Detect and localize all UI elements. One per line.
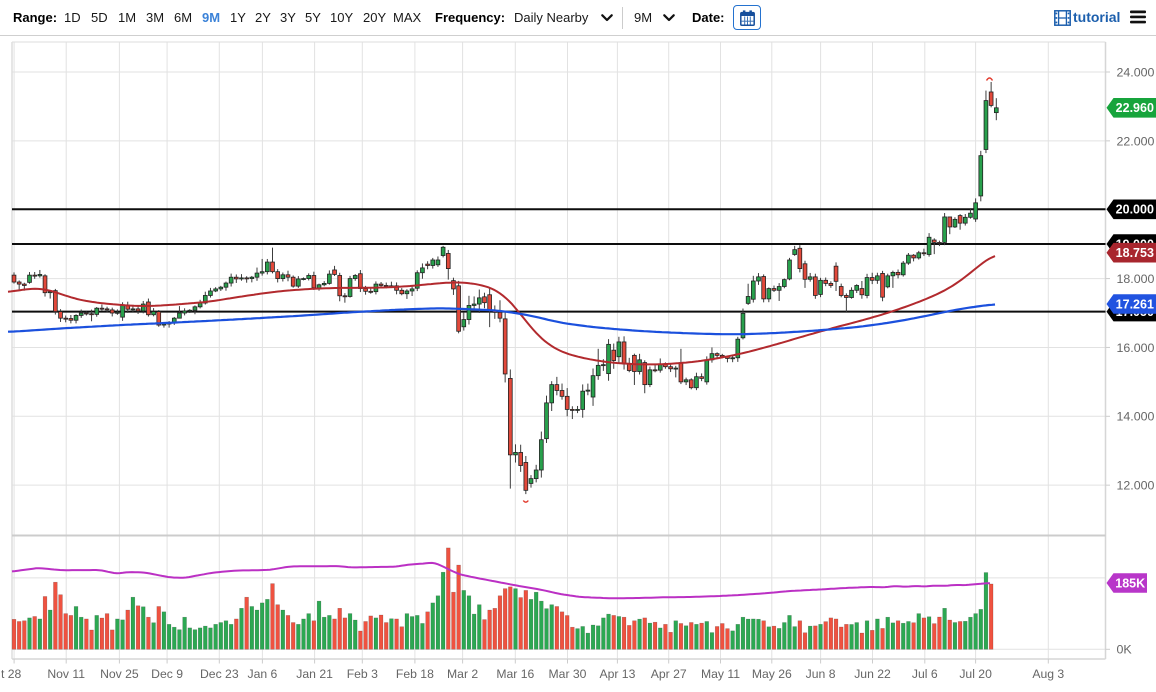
svg-text:16.000: 16.000: [1117, 341, 1155, 355]
svg-text:22.960: 22.960: [1116, 101, 1154, 115]
svg-text:Jul 6: Jul 6: [912, 667, 938, 681]
svg-text:Mar 16: Mar 16: [496, 667, 534, 681]
svg-text:May 11: May 11: [701, 667, 740, 681]
svg-text:18.753: 18.753: [1116, 246, 1154, 260]
svg-text:Mar 30: Mar 30: [549, 667, 587, 681]
svg-text:Jun 22: Jun 22: [854, 667, 891, 681]
svg-text:24.000: 24.000: [1117, 65, 1155, 79]
svg-text:17.261: 17.261: [1116, 297, 1154, 311]
svg-text:Jan 21: Jan 21: [296, 667, 333, 681]
svg-text:22.000: 22.000: [1117, 134, 1155, 148]
svg-text:Feb 3: Feb 3: [347, 667, 378, 681]
svg-text:12.000: 12.000: [1117, 479, 1155, 493]
svg-text:Feb 18: Feb 18: [396, 667, 434, 681]
svg-text:0K: 0K: [1117, 643, 1133, 657]
svg-text:Jul 20: Jul 20: [959, 667, 992, 681]
svg-text:Apr 27: Apr 27: [651, 667, 687, 681]
svg-text:Jan 6: Jan 6: [247, 667, 277, 681]
svg-text:t 28: t 28: [1, 667, 22, 681]
svg-text:185K: 185K: [1115, 576, 1145, 590]
svg-text:Apr 13: Apr 13: [599, 667, 635, 681]
svg-text:Dec 23: Dec 23: [200, 667, 239, 681]
svg-text:May 26: May 26: [752, 667, 792, 681]
svg-text:Jun 8: Jun 8: [806, 667, 836, 681]
svg-text:Mar 2: Mar 2: [447, 667, 478, 681]
svg-text:Dec 9: Dec 9: [151, 667, 183, 681]
svg-text:18.000: 18.000: [1117, 272, 1155, 286]
svg-text:Nov 25: Nov 25: [100, 667, 139, 681]
svg-text:Nov 11: Nov 11: [47, 667, 85, 681]
svg-text:14.000: 14.000: [1117, 410, 1155, 424]
svg-text:Aug 3: Aug 3: [1032, 667, 1064, 681]
svg-text:20.000: 20.000: [1116, 203, 1154, 217]
